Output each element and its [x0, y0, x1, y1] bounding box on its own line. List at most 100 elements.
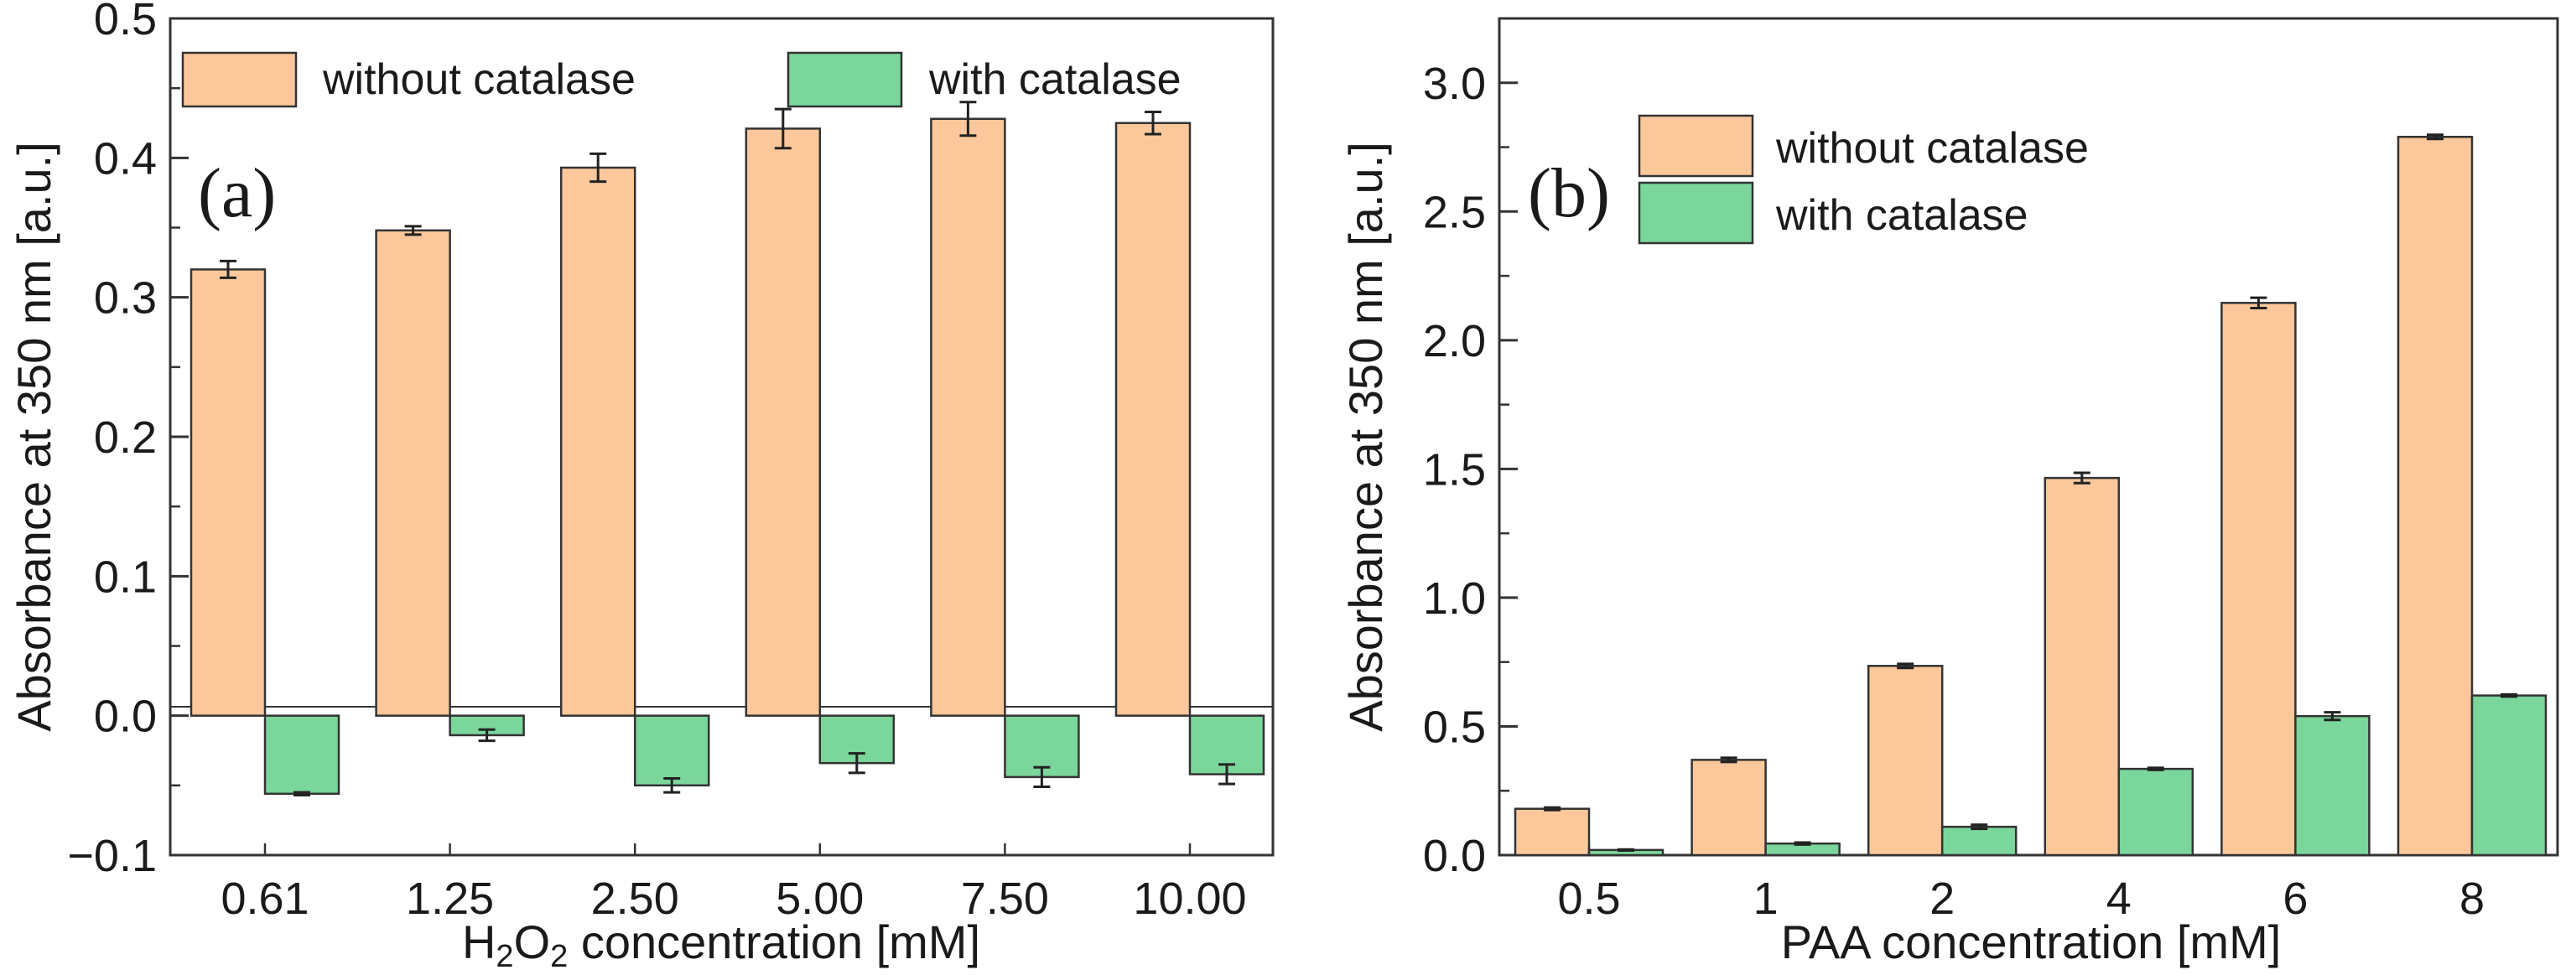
a-bar-with-catalase	[263, 714, 340, 796]
panel-a-chart: −0.1 0.0 0.1 0.2 0.3 0.4 0.5 0.61 1.25 2.50 5.00 7…	[8, 0, 1275, 974]
a-error-bar-without-catalase	[1145, 110, 1161, 136]
panel-a-letter: (a)	[198, 154, 276, 232]
b-bar-with-catalase	[2117, 767, 2194, 857]
a-error-bar-without-catalase	[959, 101, 977, 137]
panel-a-legend-label-without: without catalase	[322, 55, 636, 104]
panel-a-xlabel-o: O	[514, 915, 551, 968]
b-bar-without-catalase	[1690, 759, 1767, 857]
panel-a-x-tick-labels: 0.61 1.25 2.50 5.00 7.50 10.00	[221, 874, 1246, 924]
b-error-bar-without-catalase	[1544, 806, 1561, 812]
panel-a-x-axis-label: H2O2 concentration [mM]	[462, 915, 980, 974]
b-bar-with-catalase	[1940, 825, 2018, 857]
a-bar-without-catalase	[930, 117, 1006, 717]
b-x-tick-label: 1	[1753, 874, 1779, 924]
b-y-tick-label: 1.0	[1423, 573, 1486, 624]
a-bar-without-catalase	[190, 268, 267, 717]
b-bar-without-catalase	[2220, 302, 2297, 857]
a-x-tick-label: 0.61	[221, 874, 309, 924]
panel-a-legend-swatch-without	[181, 51, 298, 108]
b-error-bar-with-catalase	[1794, 841, 1811, 846]
b-bar-with-catalase	[2470, 694, 2547, 857]
panel-b-x-axis-label: PAA concentration [mM]	[1781, 915, 2282, 968]
panel-a-legend-swatch-with	[787, 51, 903, 108]
panel-a-legend-label-with: with catalase	[928, 55, 1182, 104]
b-bar-with-catalase	[2294, 714, 2371, 857]
b-error-bar-without-catalase	[2427, 133, 2444, 141]
a-x-tick-label: 5.00	[776, 874, 864, 924]
b-x-tick-label: 4	[2106, 874, 2132, 924]
panel-a-xlabel-sub1: 2	[496, 939, 513, 974]
a-y-tick-label: 0.3	[94, 273, 157, 324]
panel-b-bars	[1514, 133, 2547, 857]
b-y-tick-label: 0.0	[1423, 831, 1486, 881]
a-x-tick-label: 10.00	[1133, 874, 1246, 924]
a-y-tick-label: 0.4	[94, 133, 157, 184]
a-bar-without-catalase	[559, 166, 636, 717]
a-error-bar-without-catalase	[774, 107, 792, 150]
panel-a-xlabel-h: H	[462, 915, 496, 968]
b-error-bar-with-catalase	[2147, 766, 2164, 771]
a-error-bar-with-catalase	[663, 777, 681, 794]
a-bar-without-catalase	[375, 229, 451, 717]
b-y-tick-label: 0.5	[1423, 702, 1486, 752]
b-error-bar-without-catalase	[1897, 662, 1914, 670]
a-bar-without-catalase	[745, 127, 822, 717]
panel-b-legend-swatch-without	[1638, 114, 1754, 178]
panel-a-bars	[190, 101, 1265, 796]
panel-b-legend-label-without: without catalase	[1775, 124, 2089, 173]
b-x-tick-label: 2	[1929, 874, 1955, 924]
panel-b-legend: without catalase with catalase	[1638, 114, 2089, 245]
b-x-tick-label: 6	[2283, 874, 2308, 924]
b-y-tick-label: 2.0	[1423, 316, 1486, 366]
b-bar-without-catalase	[1514, 807, 1591, 857]
panel-a-legend: without catalase with catalase	[181, 51, 1182, 108]
b-error-bar-with-catalase	[1618, 848, 1634, 852]
panel-b-x-tick-labels: 0.5 1 2 4 6 8	[1557, 874, 2485, 924]
b-y-tick-label: 2.5	[1423, 187, 1486, 237]
panel-b-y-tick-labels: 0.0 0.5 1.0 1.5 2.0 2.5 3.0	[1423, 59, 1486, 881]
b-bar-without-catalase	[1867, 665, 1944, 857]
b-y-tick-label: 3.0	[1423, 59, 1486, 109]
panel-a-y-axis-label: Absorbance at 350 nm [a.u.]	[8, 142, 60, 732]
a-x-tick-label: 1.25	[406, 874, 494, 924]
a-error-bar-without-catalase	[589, 152, 607, 184]
a-error-bar-with-catalase	[293, 791, 310, 796]
a-error-bar-with-catalase	[848, 752, 865, 775]
b-error-bar-without-catalase	[2250, 296, 2267, 309]
a-y-tick-label: 0.0	[94, 692, 157, 742]
panel-b-plot-frame	[1498, 17, 2559, 857]
b-y-tick-label: 1.5	[1423, 444, 1486, 495]
a-error-bar-with-catalase	[478, 728, 496, 743]
a-bar-with-catalase	[633, 714, 710, 787]
b-x-tick-label: 8	[2459, 874, 2485, 924]
panel-b-legend-label-with: with catalase	[1775, 191, 2028, 240]
b-error-bar-without-catalase	[1720, 756, 1737, 764]
a-bar-without-catalase	[1114, 122, 1192, 717]
panel-b-legend-swatch-with	[1638, 181, 1754, 245]
panel-b-chart: 0.0 0.5 1.0 1.5 2.0 2.5 3.0 0.5 1 2 4 6 8 Absorbanc…	[1339, 17, 2559, 968]
a-y-tick-label: 0.5	[94, 0, 157, 44]
a-y-tick-label: 0.2	[94, 412, 157, 463]
a-error-bar-with-catalase	[1218, 763, 1235, 786]
panel-b-y-axis-label: Absorbance at 350 nm [a.u.]	[1339, 142, 1392, 732]
panel-a-y-tick-labels: −0.1 0.0 0.1 0.2 0.3 0.4 0.5	[67, 0, 157, 881]
a-y-tick-label: −0.1	[67, 831, 157, 881]
a-x-tick-label: 2.50	[591, 874, 679, 924]
b-error-bar-with-catalase	[2501, 692, 2517, 698]
a-x-tick-label: 7.50	[961, 874, 1049, 924]
b-bar-without-catalase	[2397, 136, 2474, 857]
b-bar-without-catalase	[2044, 476, 2121, 857]
b-error-bar-with-catalase	[2324, 711, 2341, 722]
b-x-tick-label: 0.5	[1557, 874, 1620, 924]
panel-a-xlabel-rest: concentration [mM]	[568, 915, 980, 968]
a-error-bar-with-catalase	[1033, 765, 1051, 788]
b-error-bar-without-catalase	[2073, 471, 2090, 485]
panel-a-ticks	[170, 17, 1192, 857]
b-error-bar-with-catalase	[1971, 823, 1988, 831]
panel-b-letter: (b)	[1528, 154, 1610, 232]
a-y-tick-label: 0.1	[94, 552, 157, 602]
panel-a-xlabel-sub2: 2	[550, 939, 568, 974]
a-error-bar-without-catalase	[404, 225, 422, 236]
a-error-bar-without-catalase	[220, 259, 236, 279]
